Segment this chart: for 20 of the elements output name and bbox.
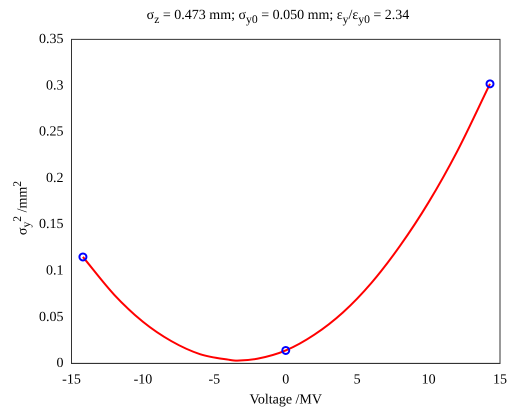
y-tick-label: 0.15 <box>39 217 64 232</box>
x-tick-label: -5 <box>208 372 220 388</box>
y-tick-label: 0.25 <box>39 124 64 140</box>
y-tick-label: 0.35 <box>39 32 64 48</box>
y-tick-label: 0 <box>56 356 64 372</box>
x-axis-title: Voltage /MV <box>250 392 322 408</box>
point <box>486 79 494 88</box>
x-tick-label: 10 <box>422 372 436 388</box>
x-tick-label: -15 <box>62 372 81 388</box>
y-tick-label: 0.2 <box>46 170 64 186</box>
x-tick-label: 0 <box>282 372 290 388</box>
y-tick-label: 0.1 <box>46 264 64 278</box>
x-tick-label: -10 <box>134 372 152 388</box>
point <box>78 252 88 262</box>
x-tick-label: 15 <box>493 372 507 388</box>
y-tick-label: 0.3 <box>46 78 64 94</box>
x-tick-label: 5 <box>354 372 361 388</box>
chart-title: σ$_{z}$ = 0.473 mm; σ$_{y0}$ = 0.050 mm; ε$_{y}$/ε$_{y0}$ = 2.34 <box>146 8 410 26</box>
y-tick-label: 0.05 <box>39 310 64 325</box>
point <box>281 346 290 355</box>
